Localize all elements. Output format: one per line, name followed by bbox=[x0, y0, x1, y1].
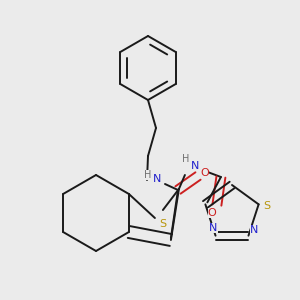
Text: N: N bbox=[250, 225, 259, 235]
Text: H: H bbox=[144, 170, 152, 180]
Text: N: N bbox=[191, 161, 199, 171]
Text: O: O bbox=[201, 168, 209, 178]
Text: O: O bbox=[208, 208, 216, 218]
Text: N: N bbox=[209, 223, 218, 233]
Text: S: S bbox=[263, 201, 270, 211]
Text: S: S bbox=[159, 219, 167, 229]
Text: H: H bbox=[182, 154, 190, 164]
Text: N: N bbox=[153, 174, 161, 184]
